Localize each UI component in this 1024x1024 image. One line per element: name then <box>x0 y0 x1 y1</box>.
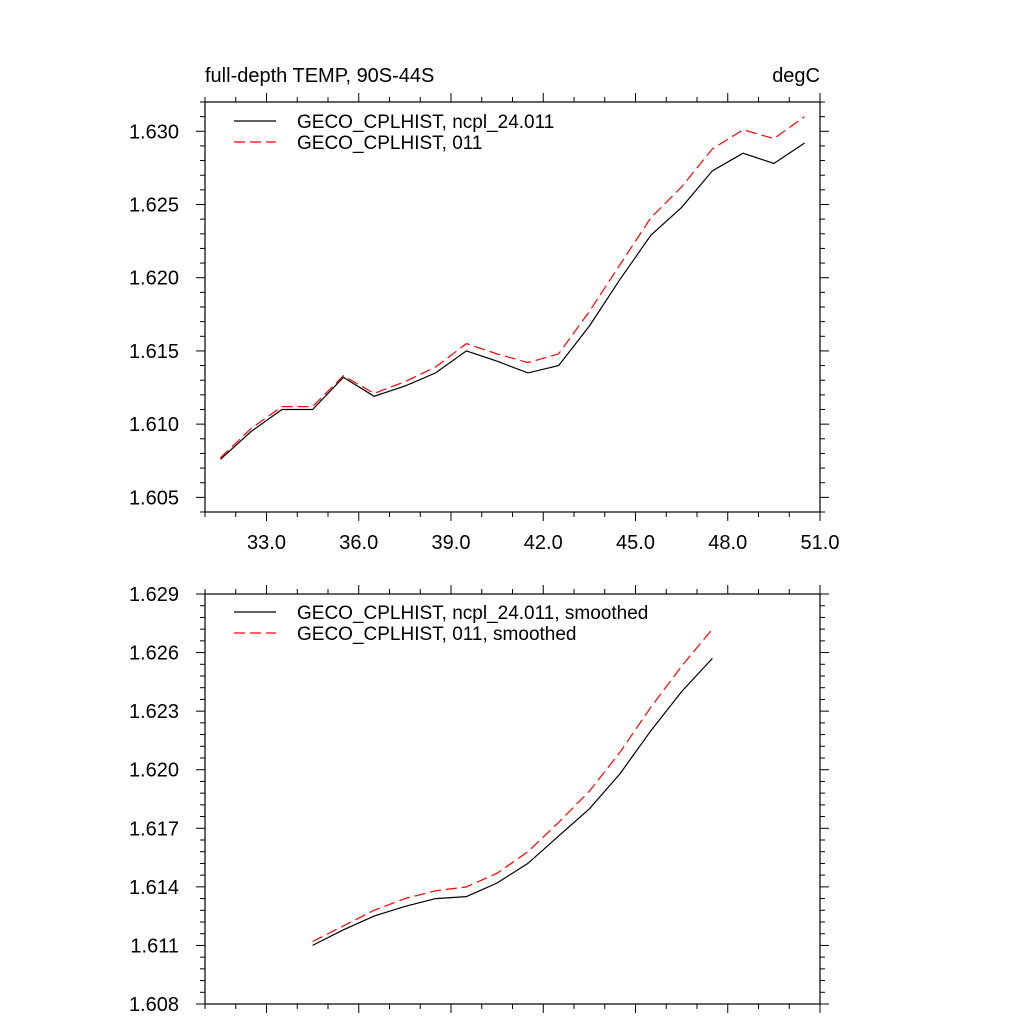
plot-title-right: degC <box>772 65 820 87</box>
legend-label: GECO_CPLHIST, ncpl_24.011, smoothed <box>297 603 648 624</box>
top-plot: full-depth TEMP, 90S-44S degC 33.0 36.0 39… <box>129 65 840 554</box>
series-line-dashed <box>219 116 805 459</box>
plot-title-left: full-depth TEMP, 90S-44S <box>205 65 434 87</box>
legend-label: GECO_CPLHIST, 011 <box>297 133 483 154</box>
y-tick-label: 1.610 <box>129 414 179 436</box>
x-tick-label: 39.0 <box>432 532 471 554</box>
y-tick-label: 1.611 <box>130 935 179 957</box>
y-tick-label: 1.623 <box>129 701 179 723</box>
x-tick-label: 45.0 <box>616 532 655 554</box>
y-tick-label: 1.615 <box>129 341 179 363</box>
x-tick-label: 33.0 <box>247 532 286 554</box>
y-tick-label: 1.625 <box>129 195 179 217</box>
bottom-plot: 1.608 1.611 1.614 1.617 1.620 1.623 1.626 1.629… <box>129 584 829 1016</box>
series-line-solid <box>219 142 805 460</box>
x-tick-label: 36.0 <box>339 532 378 554</box>
y-tick-label: 1.608 <box>129 994 179 1016</box>
x-tick-label: 42.0 <box>524 532 563 554</box>
legend-label: GECO_CPLHIST, ncpl_24.011 <box>297 112 554 133</box>
y-tick-label: 1.620 <box>129 760 179 782</box>
plot-frame <box>204 593 821 1005</box>
x-tick-label: 51.0 <box>801 532 840 554</box>
y-tick-label: 1.605 <box>129 487 179 509</box>
y-tick-label: 1.630 <box>129 121 179 143</box>
plot-frame <box>204 101 821 513</box>
x-tick-label: 48.0 <box>708 532 747 554</box>
series-line-solid <box>312 657 713 946</box>
y-tick-label: 1.629 <box>129 584 179 606</box>
series-line-dashed <box>312 628 713 943</box>
y-tick-label: 1.614 <box>129 877 179 899</box>
y-tick-label: 1.617 <box>129 818 179 840</box>
legend-label: GECO_CPLHIST, 011, smoothed <box>297 624 577 645</box>
y-tick-label: 1.620 <box>129 268 179 290</box>
y-tick-label: 1.626 <box>129 643 179 665</box>
